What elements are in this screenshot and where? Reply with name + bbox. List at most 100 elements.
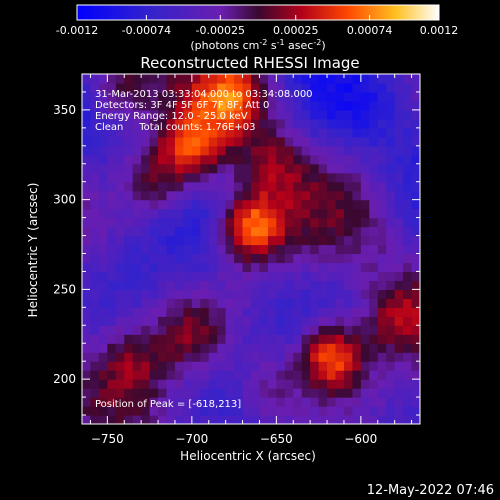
heatmap-cell xyxy=(90,262,100,273)
heatmap-cell xyxy=(284,82,294,93)
heatmap-cell xyxy=(200,415,210,424)
heatmap-cell xyxy=(115,100,125,111)
heatmap-cell xyxy=(318,199,328,210)
heatmap-cell xyxy=(225,280,235,290)
heatmap-cell xyxy=(107,145,117,156)
heatmap-cell xyxy=(158,352,168,362)
heatmap-cell xyxy=(360,388,370,398)
heatmap-cell xyxy=(369,280,379,290)
heatmap-cell xyxy=(293,163,303,174)
heatmap-cell xyxy=(217,172,227,183)
heatmap-cell xyxy=(251,343,261,353)
heatmap-cell xyxy=(343,181,353,192)
heatmap-cell xyxy=(386,145,396,156)
heatmap-cell xyxy=(217,325,227,335)
heatmap-cell xyxy=(403,262,413,273)
heatmap-cell xyxy=(82,289,92,299)
heatmap-cell xyxy=(158,334,168,344)
heatmap-cell xyxy=(343,316,353,326)
heatmap-cell xyxy=(267,100,277,111)
heatmap-cell xyxy=(369,100,379,111)
heatmap-cell xyxy=(191,163,201,174)
heatmap-cell xyxy=(301,271,311,282)
heatmap-cell xyxy=(284,235,294,246)
heatmap-cell xyxy=(377,145,387,156)
heatmap-cell xyxy=(132,397,142,407)
heatmap-cell xyxy=(369,388,379,398)
heatmap-cell xyxy=(352,325,362,335)
heatmap-cell xyxy=(377,82,387,93)
heatmap-cell xyxy=(267,343,277,353)
heatmap-cell xyxy=(98,361,108,371)
heatmap-cell xyxy=(174,244,184,255)
heatmap-cell xyxy=(107,379,117,389)
heatmap-cell xyxy=(284,334,294,344)
heatmap-cell xyxy=(98,181,108,192)
heatmap-cell xyxy=(208,208,218,219)
heatmap-cell xyxy=(115,379,125,389)
heatmap-cell xyxy=(318,352,328,362)
heatmap-cell xyxy=(352,361,362,371)
heatmap-cell xyxy=(225,172,235,183)
heatmap-cell xyxy=(259,109,269,120)
heatmap-cell xyxy=(403,352,413,362)
heatmap-cell xyxy=(149,343,159,353)
heatmap-cell xyxy=(360,289,370,299)
heatmap-cell xyxy=(352,262,362,273)
heatmap-cell xyxy=(242,172,252,183)
heatmap-cell xyxy=(124,190,134,201)
heatmap-cell xyxy=(166,235,176,246)
heatmap-cell xyxy=(369,145,379,156)
heatmap-cell xyxy=(107,208,117,219)
heatmap-cell xyxy=(293,289,303,299)
heatmap-cell xyxy=(208,415,218,424)
heatmap-cell xyxy=(191,190,201,201)
heatmap-cell xyxy=(403,271,413,282)
heatmap-cell xyxy=(352,253,362,264)
heatmap-cell xyxy=(293,235,303,246)
heatmap-cell xyxy=(107,325,117,335)
heatmap-cell xyxy=(327,397,337,407)
heatmap-cell xyxy=(284,262,294,273)
heatmap-cell xyxy=(208,118,218,129)
heatmap-cell xyxy=(259,127,269,138)
heatmap-cell xyxy=(343,109,353,120)
heatmap-cell xyxy=(90,244,100,255)
heatmap-cell xyxy=(217,388,227,398)
heatmap-cell xyxy=(310,172,320,183)
heatmap-cell xyxy=(386,118,396,129)
heatmap-cell xyxy=(360,181,370,192)
heatmap-cell xyxy=(276,343,286,353)
heatmap-cell xyxy=(335,271,345,282)
heatmap-cell xyxy=(377,361,387,371)
heatmap-cell xyxy=(327,379,337,389)
heatmap-cell xyxy=(200,91,210,102)
heatmap-cell xyxy=(335,145,345,156)
heatmap-cell xyxy=(259,406,269,416)
heatmap-cell xyxy=(335,352,345,362)
heatmap-cell xyxy=(251,199,261,210)
heatmap-cell xyxy=(225,343,235,353)
heatmap-cell xyxy=(259,91,269,102)
heatmap-cell xyxy=(225,91,235,102)
colorbar-tick-label: -0.00025 xyxy=(196,24,245,37)
heatmap-cell xyxy=(276,334,286,344)
heatmap-cell xyxy=(98,226,108,237)
heatmap-cell xyxy=(149,74,159,84)
heatmap-cell xyxy=(386,226,396,237)
heatmap-cell xyxy=(191,100,201,111)
heatmap-cell xyxy=(403,334,413,344)
heatmap-cell xyxy=(327,406,337,416)
heatmap-cell xyxy=(82,100,92,111)
heatmap-cell xyxy=(124,280,134,290)
heatmap-cell xyxy=(149,199,159,210)
colorbar-tick-label: 0.00074 xyxy=(347,24,393,37)
heatmap-cell xyxy=(301,100,311,111)
heatmap-cell xyxy=(242,343,252,353)
heatmap-cell xyxy=(141,127,151,138)
heatmap-cell xyxy=(174,74,184,84)
heatmap-cell xyxy=(352,298,362,308)
heatmap-cell xyxy=(124,163,134,174)
heatmap-cell xyxy=(208,154,218,165)
heatmap-cell xyxy=(403,244,413,255)
